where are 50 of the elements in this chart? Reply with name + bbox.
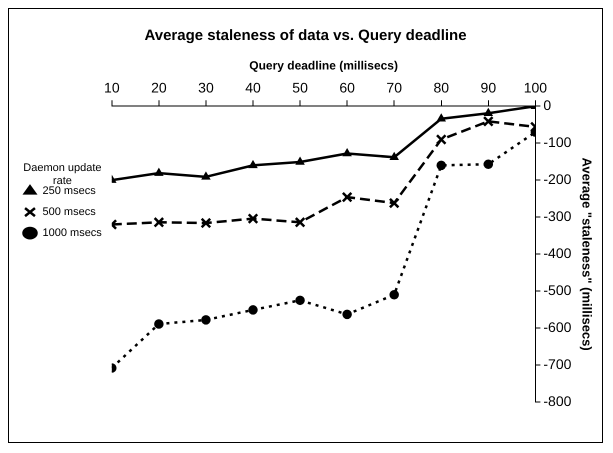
point bbox=[248, 160, 258, 168]
point bbox=[484, 108, 493, 116]
x-tick-label: 40 bbox=[245, 80, 261, 96]
x-tick-label: 10 bbox=[104, 80, 120, 96]
point bbox=[296, 157, 304, 165]
x-tick-label: 20 bbox=[151, 80, 167, 96]
legend-label: 1000 msecs bbox=[42, 227, 102, 240]
x-tick-label: 100 bbox=[524, 80, 548, 96]
x-axis-title: Query deadline (millisecs) bbox=[249, 58, 398, 73]
y-tick-label: -400 bbox=[543, 244, 572, 261]
y-tick-label: -500 bbox=[543, 282, 572, 298]
point bbox=[201, 315, 211, 325]
point bbox=[436, 160, 446, 170]
point bbox=[248, 213, 258, 224]
y-tick-label: -800 bbox=[543, 392, 572, 409]
point bbox=[390, 152, 398, 160]
y-tick-label: -700 bbox=[543, 356, 572, 372]
legend-title: Daemon update rate bbox=[23, 162, 102, 188]
y-tick-label: -300 bbox=[543, 208, 572, 224]
point bbox=[482, 116, 494, 127]
point bbox=[294, 216, 306, 228]
point bbox=[436, 134, 447, 145]
x-tick-label: 30 bbox=[198, 80, 214, 96]
point bbox=[484, 160, 494, 169]
point bbox=[388, 198, 400, 209]
point bbox=[153, 216, 164, 228]
chart-title: Average staleness of data vs. Query deadline bbox=[144, 27, 467, 44]
y-tick-label: 0 bbox=[543, 97, 552, 114]
point bbox=[154, 319, 164, 329]
point bbox=[295, 296, 305, 306]
point bbox=[342, 148, 352, 156]
point bbox=[342, 192, 353, 203]
point bbox=[202, 172, 210, 180]
y-tick-label: -600 bbox=[543, 318, 572, 335]
y-axis-title: Average "staleness" (millisecs) bbox=[580, 157, 595, 351]
point bbox=[389, 290, 399, 300]
x-tick-label: 50 bbox=[292, 80, 308, 96]
legend-label: 500 msecs bbox=[42, 206, 96, 218]
point bbox=[248, 305, 258, 315]
y-tick-label: -200 bbox=[543, 171, 572, 188]
x-tick-label: 60 bbox=[339, 80, 356, 96]
x-tick-label: 90 bbox=[480, 80, 496, 96]
point bbox=[342, 310, 352, 320]
point bbox=[437, 114, 446, 122]
point bbox=[154, 168, 164, 176]
point bbox=[200, 218, 212, 229]
legend-label: 250 msecs bbox=[42, 185, 96, 198]
x-tick-label: 70 bbox=[386, 80, 402, 96]
y-tick-label: -100 bbox=[543, 134, 572, 150]
x-tick-label: 80 bbox=[433, 80, 450, 96]
